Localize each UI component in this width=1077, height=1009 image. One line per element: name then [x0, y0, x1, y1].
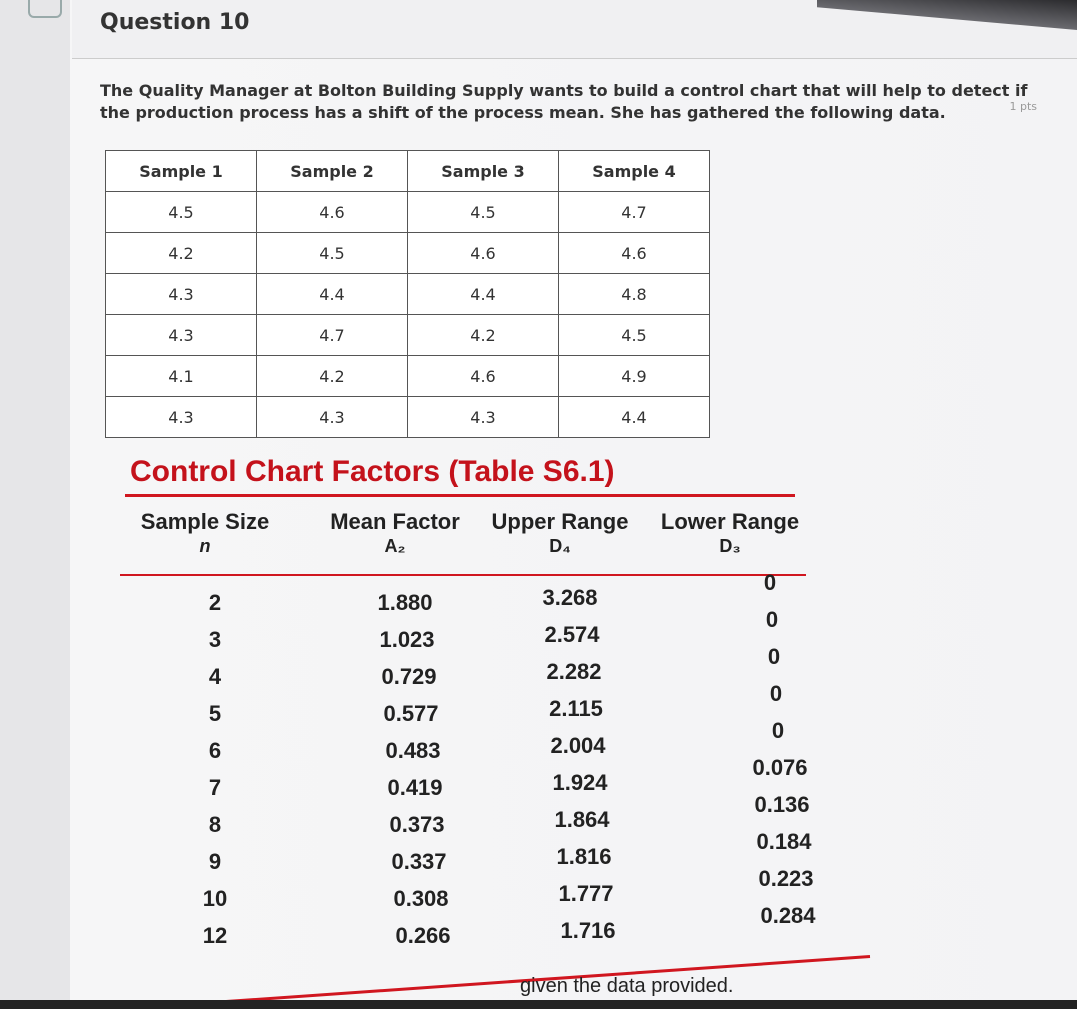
factor-cell: 4	[208, 664, 222, 689]
factor-cell: 0.337	[391, 849, 447, 874]
factor-cell: 3	[208, 627, 222, 652]
factor-cell: 1.924	[552, 770, 608, 795]
table-cell: 4.3	[105, 396, 257, 438]
table-cell: 4.8	[558, 273, 710, 315]
table-row: 4.3 4.4 4.4 4.8	[105, 273, 710, 315]
table-row: 4.3 4.7 4.2 4.5	[105, 314, 710, 356]
factor-header: Mean Factor A₂	[305, 510, 485, 558]
factor-cell: 1.816	[556, 844, 612, 869]
factors-title: Control Chart Factors (Table S6.1)	[130, 455, 615, 488]
table-cell: 4.2	[256, 355, 408, 397]
factor-header: Upper Range D₄	[470, 510, 650, 558]
factor-header: Sample Size n	[115, 510, 295, 558]
factor-cell: 2	[208, 590, 222, 615]
table-cell: 4.2	[407, 314, 559, 356]
table-row: 4.3 4.3 4.3 4.4	[105, 396, 710, 438]
factor-cell: 1.777	[558, 881, 614, 906]
factor-cell: 0.419	[387, 775, 443, 800]
table-cell: 4.3	[105, 314, 257, 356]
factor-cell: 0.136	[754, 792, 810, 817]
header-label: Mean Factor	[330, 509, 460, 534]
factor-cell: 10	[202, 886, 228, 911]
factor-cell: 2.282	[546, 659, 602, 684]
factor-cell: 0.184	[756, 829, 812, 854]
sample-table: Sample 1 Sample 2 Sample 3 Sample 4 4.5 4.6 4.…	[105, 150, 710, 438]
factor-cell: 0	[765, 607, 779, 632]
table-row: 4.1 4.2 4.6 4.9	[105, 355, 710, 397]
factor-cell: 12	[202, 923, 228, 948]
table-cell: 4.7	[256, 314, 408, 356]
factor-cell: 0.577	[383, 701, 439, 726]
factor-cell: 0	[763, 570, 777, 595]
question-text: The Quality Manager at Bolton Building S…	[100, 81, 1028, 122]
table-row: 4.2 4.5 4.6 4.6	[105, 232, 710, 274]
header-row: Sample 1 Sample 2 Sample 3 Sample 4	[105, 150, 710, 192]
table-cell: 4.5	[105, 191, 257, 233]
column-header: Sample 1	[105, 150, 257, 192]
factor-cell: 0.373	[389, 812, 445, 837]
header-symbol: D₄	[549, 536, 571, 556]
table-cell: 4.6	[407, 232, 559, 274]
factor-cell: 8	[208, 812, 222, 837]
table-cell: 4.5	[558, 314, 710, 356]
table-cell: 4.3	[407, 396, 559, 438]
factor-cell: 0.223	[758, 866, 814, 891]
factor-cell: 2.115	[549, 696, 603, 721]
column-header: Sample 4	[558, 150, 710, 192]
rule	[120, 574, 806, 576]
table-cell: 4.4	[558, 396, 710, 438]
factor-cell: 3.268	[542, 585, 598, 610]
factor-cell: 2.004	[550, 733, 606, 758]
factor-cell: 7	[208, 775, 222, 800]
factor-cell: 1.023	[379, 627, 435, 652]
table-cell: 4.4	[407, 273, 559, 315]
column-header: Sample 2	[256, 150, 408, 192]
factor-cell: 0	[769, 681, 783, 706]
header-symbol: D₃	[719, 536, 741, 556]
factor-cell: 9	[208, 849, 222, 874]
column-header: Sample 3	[407, 150, 559, 192]
header-label: Upper Range	[491, 509, 629, 534]
factor-cell: 5	[208, 701, 222, 726]
table-cell: 4.6	[558, 232, 710, 274]
points: 1 pts	[1009, 100, 1037, 113]
header-symbol: A₂	[384, 536, 406, 556]
table-cell: 4.1	[105, 355, 257, 397]
screen-edge	[0, 1000, 1077, 1009]
icon	[28, 0, 62, 18]
table-row: 4.5 4.6 4.5 4.7	[105, 191, 710, 233]
factor-cell: 0.483	[385, 738, 441, 763]
table-cell: 4.9	[558, 355, 710, 397]
factor-cell: 0.284	[760, 903, 816, 928]
table-cell: 4.7	[558, 191, 710, 233]
header-label: Sample Size	[140, 509, 270, 534]
table-cell: 4.6	[256, 191, 408, 233]
table-cell: 4.6	[407, 355, 559, 397]
question-title: Question 10	[100, 10, 250, 35]
factor-cell: 0.076	[752, 755, 808, 780]
factor-cell: 2.574	[544, 622, 600, 647]
factor-cell: 0.729	[381, 664, 437, 689]
table-cell: 4.5	[407, 191, 559, 233]
factor-cell: 0	[771, 718, 785, 743]
table-cell: 4.4	[256, 273, 408, 315]
factor-header: Lower Range D₃	[640, 510, 820, 558]
factor-cell: 1.880	[377, 590, 433, 615]
factor-cell: 0	[767, 644, 781, 669]
factor-cell: 1.716	[560, 918, 616, 943]
table-cell: 4.5	[256, 232, 408, 274]
factor-cell: 1.864	[554, 807, 610, 832]
footer-text: given the data provided.	[520, 975, 734, 997]
factor-cell: 6	[208, 738, 222, 763]
table-cell: 4.3	[105, 273, 257, 315]
table-cell: 4.3	[256, 396, 408, 438]
factor-cell: 0.308	[393, 886, 449, 911]
table-cell: 4.2	[105, 232, 257, 274]
header-symbol: n	[199, 536, 211, 556]
header-label: Lower Range	[660, 509, 800, 534]
factor-cell: 0.266	[395, 923, 451, 948]
rule	[125, 494, 795, 497]
